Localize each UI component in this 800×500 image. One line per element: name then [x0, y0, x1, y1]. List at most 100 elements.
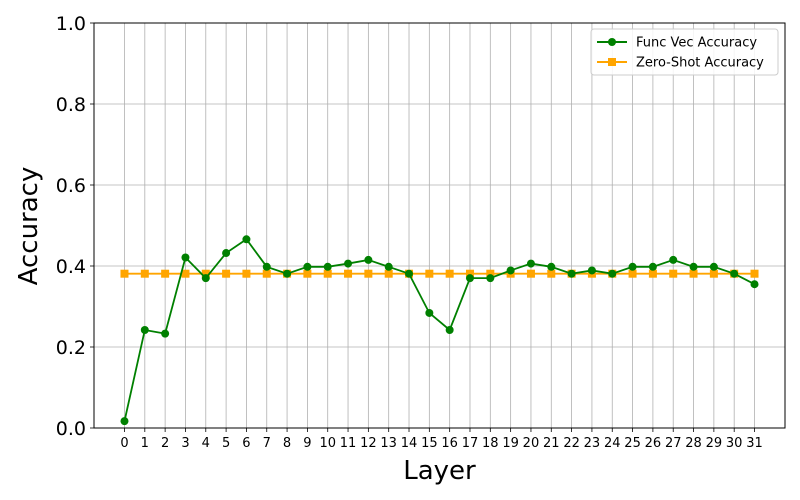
data-point-func-vec — [608, 269, 617, 278]
ticks: 0 1 2 3 4 5 6 7 8 9 10 11 12 13 14 15 16 17 18 19 20 21 22 23 24… — [56, 13, 763, 451]
legend-marker-zero-shot — [608, 58, 616, 66]
data-point-zero-shot — [222, 269, 231, 278]
data-point-zero-shot — [709, 269, 718, 278]
data-point-zero-shot — [648, 269, 657, 278]
y-tick-label: 0.6 — [56, 175, 86, 197]
x-tick-label: 1 — [141, 436, 149, 451]
x-tick-label: 12 — [360, 436, 377, 451]
data-point-func-vec — [384, 262, 393, 271]
data-point-func-vec — [730, 269, 739, 278]
data-point-zero-shot — [262, 269, 271, 278]
data-point-zero-shot — [364, 269, 373, 278]
x-tick-label: 8 — [283, 436, 291, 451]
data-point-zero-shot — [750, 269, 759, 278]
x-tick-label: 19 — [502, 436, 519, 451]
data-point-func-vec — [567, 269, 576, 278]
data-point-func-vec — [364, 255, 373, 264]
data-point-func-vec — [587, 266, 596, 275]
x-tick-label: 30 — [726, 436, 743, 451]
plot-area — [94, 23, 785, 428]
legend-label-zero-shot: Zero-Shot Accuracy — [636, 56, 764, 71]
x-tick-label: 24 — [604, 436, 621, 451]
plot-frame — [93, 22, 786, 429]
data-point-func-vec — [709, 262, 718, 271]
x-tick-label: 29 — [706, 436, 723, 451]
data-point-zero-shot — [303, 269, 312, 278]
x-tick-label: 28 — [685, 436, 702, 451]
data-point-func-vec — [445, 325, 454, 334]
x-tick-label: 17 — [462, 436, 479, 451]
data-point-zero-shot — [689, 269, 698, 278]
legend-box — [590, 28, 779, 76]
data-point-func-vec — [303, 262, 312, 271]
data-point-func-vec — [547, 262, 556, 271]
y-tick-label: 0.0 — [56, 418, 86, 440]
x-tick-label: 15 — [421, 436, 438, 451]
data-point-zero-shot — [669, 269, 678, 278]
y-tick-label: 1.0 — [56, 13, 86, 35]
data-point-zero-shot — [140, 269, 149, 278]
data-point-zero-shot — [384, 269, 393, 278]
x-tick-label: 31 — [746, 436, 763, 451]
x-tick-label: 20 — [523, 436, 540, 451]
data-point-func-vec — [648, 262, 657, 271]
data-point-func-vec — [750, 280, 759, 289]
data-point-func-vec — [201, 274, 210, 283]
data-point-zero-shot — [242, 269, 251, 278]
data-point-func-vec — [669, 255, 678, 264]
y-tick-label: 0.4 — [56, 256, 86, 278]
data-point-zero-shot — [344, 269, 353, 278]
data-point-zero-shot — [628, 269, 637, 278]
x-tick-label: 14 — [401, 436, 418, 451]
data-point-func-vec — [120, 417, 129, 426]
data-point-zero-shot — [161, 269, 170, 278]
x-tick-label: 23 — [584, 436, 601, 451]
data-point-func-vec — [628, 262, 637, 271]
x-tick-label: 9 — [303, 436, 311, 451]
data-point-func-vec — [242, 235, 251, 244]
x-tick-label: 5 — [222, 436, 230, 451]
data-point-func-vec — [222, 249, 231, 258]
x-axis-label: Layer — [403, 456, 476, 486]
x-tick-label: 7 — [263, 436, 271, 451]
data-point-func-vec — [262, 262, 271, 271]
data-point-zero-shot — [445, 269, 454, 278]
legend-marker-func-vec — [608, 38, 616, 46]
y-tick-label: 0.2 — [56, 337, 86, 359]
data-point-zero-shot — [486, 269, 495, 278]
x-tick-label: 26 — [645, 436, 662, 451]
data-point-zero-shot — [323, 269, 332, 278]
y-axis-label: Accuracy — [14, 167, 44, 286]
legend-label-func-vec: Func Vec Accuracy — [636, 36, 757, 51]
x-tick-label: 25 — [624, 436, 641, 451]
x-tick-label: 10 — [319, 436, 336, 451]
data-point-zero-shot — [465, 269, 474, 278]
x-tick-label: 21 — [543, 436, 560, 451]
data-point-zero-shot — [425, 269, 434, 278]
data-point-func-vec — [344, 259, 353, 268]
legend: Func Vec Accuracy Zero-Shot Accuracy — [590, 28, 779, 76]
x-tick-label: 27 — [665, 436, 682, 451]
data-point-zero-shot — [120, 269, 129, 278]
data-point-func-vec — [506, 266, 515, 275]
x-tick-label: 4 — [202, 436, 210, 451]
data-point-func-vec — [140, 325, 149, 334]
x-tick-label: 18 — [482, 436, 499, 451]
x-tick-label: 2 — [161, 436, 169, 451]
data-point-func-vec — [283, 269, 292, 278]
data-point-zero-shot — [201, 269, 210, 278]
data-point-func-vec — [161, 329, 170, 338]
x-tick-label: 22 — [563, 436, 580, 451]
data-point-func-vec — [425, 308, 434, 317]
x-tick-label: 11 — [340, 436, 357, 451]
data-point-zero-shot — [181, 269, 190, 278]
data-point-zero-shot — [547, 269, 556, 278]
x-tick-label: 3 — [181, 436, 189, 451]
x-tick-label: 6 — [242, 436, 250, 451]
series-layer — [120, 235, 759, 426]
x-tick-label: 16 — [441, 436, 458, 451]
data-point-zero-shot — [526, 269, 535, 278]
data-point-func-vec — [323, 262, 332, 271]
x-tick-label: 13 — [380, 436, 397, 451]
